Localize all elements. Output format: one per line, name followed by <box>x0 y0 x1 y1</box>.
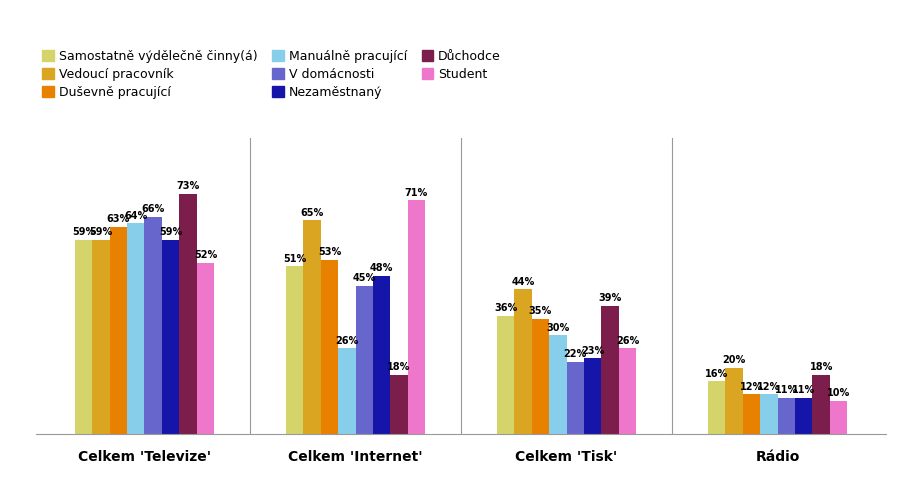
Text: 26%: 26% <box>615 336 638 346</box>
Text: 63%: 63% <box>107 214 130 224</box>
Bar <box>179 194 197 434</box>
Text: 45%: 45% <box>352 273 376 283</box>
Bar <box>321 260 338 434</box>
Bar <box>497 316 514 434</box>
Text: 48%: 48% <box>369 263 393 274</box>
Bar <box>127 223 144 434</box>
Text: 73%: 73% <box>176 181 200 191</box>
Bar <box>514 289 531 434</box>
Text: 16%: 16% <box>704 369 728 379</box>
Bar <box>285 266 303 434</box>
Bar <box>759 394 777 434</box>
Bar <box>566 361 583 434</box>
Text: 36%: 36% <box>493 303 517 313</box>
Text: 59%: 59% <box>89 227 112 237</box>
Bar <box>583 358 600 434</box>
Bar <box>600 306 619 434</box>
Bar <box>373 276 390 434</box>
Bar <box>144 217 162 434</box>
Bar <box>742 394 759 434</box>
Bar <box>794 398 812 434</box>
Text: 10%: 10% <box>826 388 849 398</box>
Bar <box>162 240 179 434</box>
Bar <box>619 349 636 434</box>
Text: 23%: 23% <box>581 346 603 355</box>
Bar <box>355 286 373 434</box>
Text: 18%: 18% <box>387 362 410 372</box>
Bar <box>390 375 407 434</box>
Text: 26%: 26% <box>335 336 358 346</box>
Text: 18%: 18% <box>808 362 832 372</box>
Bar <box>109 227 127 434</box>
Text: 64%: 64% <box>124 211 147 221</box>
Text: 22%: 22% <box>563 349 586 359</box>
Text: 12%: 12% <box>757 382 779 392</box>
Text: 44%: 44% <box>511 277 534 286</box>
Text: 51%: 51% <box>283 253 306 264</box>
Text: 66%: 66% <box>142 204 164 214</box>
Bar <box>407 201 424 434</box>
Text: 59%: 59% <box>159 227 182 237</box>
Bar <box>531 319 548 434</box>
Bar <box>812 375 829 434</box>
Text: 30%: 30% <box>545 322 569 333</box>
Bar <box>303 220 321 434</box>
Bar <box>197 263 214 434</box>
Bar <box>338 349 355 434</box>
Bar <box>75 240 92 434</box>
Text: 52%: 52% <box>193 250 217 260</box>
Text: 35%: 35% <box>528 306 552 316</box>
Text: 65%: 65% <box>300 208 323 217</box>
Bar <box>724 368 742 434</box>
Text: 71%: 71% <box>405 188 428 198</box>
Legend: Samostatně výdělečně činny(á), Vedoucí pracovník, Duševně pracující, Manuálně pr: Samostatně výdělečně činny(á), Vedoucí p… <box>42 50 500 99</box>
Text: 39%: 39% <box>598 293 621 303</box>
Bar <box>829 401 846 434</box>
Text: 59%: 59% <box>72 227 95 237</box>
Text: 11%: 11% <box>774 385 797 395</box>
Bar <box>777 398 794 434</box>
Text: 11%: 11% <box>791 385 815 395</box>
Bar <box>548 335 566 434</box>
Text: 53%: 53% <box>318 247 340 257</box>
Text: 12%: 12% <box>739 382 762 392</box>
Bar <box>92 240 109 434</box>
Text: 20%: 20% <box>721 355 745 365</box>
Bar <box>707 381 724 434</box>
